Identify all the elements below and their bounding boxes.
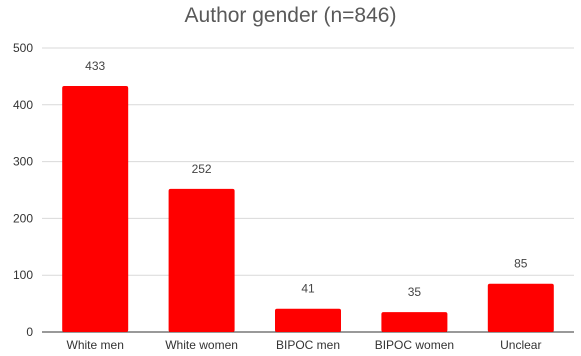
y-tick-label: 0 — [26, 325, 33, 339]
bar — [62, 86, 129, 332]
y-tick-label: 200 — [13, 211, 33, 225]
bar — [275, 308, 341, 332]
bar — [168, 188, 235, 332]
data-label: 85 — [514, 257, 528, 271]
y-tick-label: 500 — [13, 41, 33, 55]
bar — [381, 312, 448, 332]
category-label: White women — [165, 338, 238, 352]
category-label: BIPOC men — [276, 338, 340, 352]
data-label: 41 — [301, 282, 315, 296]
data-label: 433 — [85, 59, 105, 73]
y-tick-label: 100 — [13, 268, 33, 282]
y-tick-label: 400 — [13, 98, 33, 112]
data-label: 35 — [408, 285, 422, 299]
chart-title: Author gender (n=846) — [184, 4, 397, 27]
category-label: BIPOC women — [375, 338, 454, 352]
y-tick-label: 300 — [13, 155, 33, 169]
bar — [487, 283, 554, 332]
category-label: Unclear — [500, 338, 541, 352]
category-label: White men — [67, 338, 124, 352]
data-label: 252 — [192, 162, 212, 176]
